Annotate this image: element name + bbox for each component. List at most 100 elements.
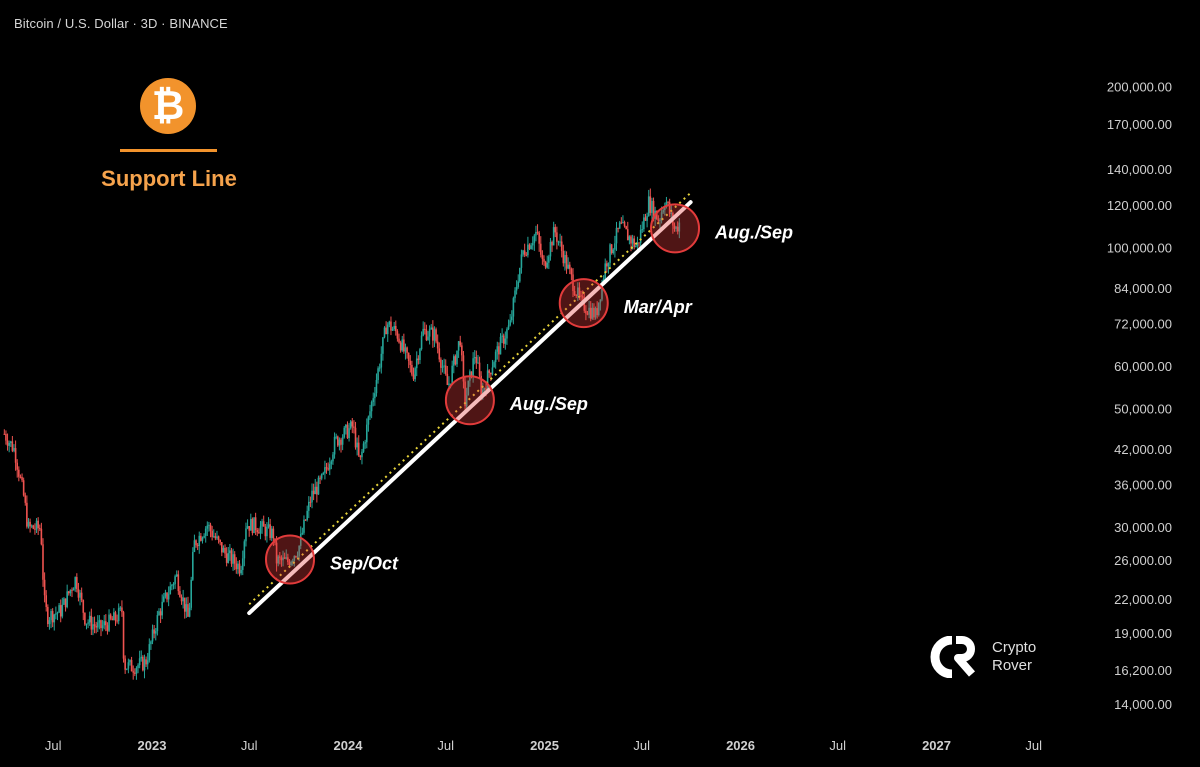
candle-body bbox=[114, 612, 117, 621]
candle-body bbox=[564, 255, 566, 264]
candle-body bbox=[29, 521, 31, 527]
candle-body bbox=[209, 524, 212, 531]
candle-body bbox=[314, 486, 317, 495]
candle-body bbox=[348, 428, 350, 439]
candle-body bbox=[364, 442, 366, 444]
candle-body bbox=[243, 541, 246, 559]
candle-body bbox=[664, 206, 666, 211]
candle-body bbox=[440, 359, 442, 368]
candle-body bbox=[375, 380, 378, 394]
candle-body bbox=[659, 220, 661, 222]
candle-body bbox=[467, 380, 470, 396]
y-axis-tick-label: 16,200.00 bbox=[1114, 663, 1172, 678]
candle-body bbox=[282, 557, 284, 561]
candle-body bbox=[130, 660, 133, 672]
candle-body bbox=[607, 262, 610, 267]
candle-body bbox=[248, 526, 250, 531]
candle-body bbox=[18, 469, 20, 477]
candle-body bbox=[56, 612, 59, 614]
candle-body bbox=[597, 302, 600, 316]
candle-body bbox=[496, 346, 499, 352]
candle-body bbox=[264, 526, 267, 537]
candle-body bbox=[124, 658, 126, 670]
candle-body bbox=[100, 620, 102, 629]
candle-body bbox=[67, 591, 70, 594]
candle-body bbox=[643, 217, 645, 230]
candle-body bbox=[32, 525, 35, 529]
candle-body bbox=[296, 556, 299, 558]
title-divider bbox=[120, 149, 217, 152]
candle-body bbox=[298, 545, 300, 557]
candle-body bbox=[338, 439, 341, 446]
x-axis-tick-label: 2023 bbox=[138, 738, 167, 753]
candle-body bbox=[625, 226, 627, 230]
candle-body bbox=[11, 441, 14, 451]
candle-body bbox=[101, 625, 104, 629]
candle-body bbox=[435, 329, 437, 342]
candle-body bbox=[203, 535, 205, 538]
candle-body bbox=[250, 518, 252, 531]
candle-body bbox=[618, 222, 621, 229]
candle-body bbox=[163, 596, 165, 602]
candle-body bbox=[432, 327, 434, 341]
candle-body bbox=[259, 526, 262, 534]
candle-body bbox=[204, 528, 207, 536]
candle-body bbox=[565, 255, 568, 269]
candle-body bbox=[628, 236, 631, 241]
candle-body bbox=[177, 574, 180, 592]
candle-body bbox=[441, 366, 444, 368]
candle-body bbox=[92, 624, 94, 630]
candle-body bbox=[201, 537, 204, 541]
candle-body bbox=[557, 241, 560, 243]
candle-body bbox=[303, 519, 305, 533]
candle-body bbox=[180, 596, 183, 602]
candle-body bbox=[676, 226, 679, 232]
candle-body bbox=[633, 238, 636, 247]
candle-body bbox=[631, 238, 634, 244]
candle-body bbox=[166, 592, 168, 600]
candle-body bbox=[527, 244, 529, 256]
candle-body bbox=[182, 597, 184, 602]
candle-body bbox=[538, 232, 540, 244]
candle-body bbox=[59, 605, 62, 617]
candle-body bbox=[340, 439, 342, 445]
dotted-support-line bbox=[248, 192, 692, 606]
candle-body bbox=[82, 600, 85, 613]
candle-body bbox=[454, 356, 457, 365]
candle-body bbox=[394, 325, 397, 332]
candle-body bbox=[27, 521, 30, 527]
candle-body bbox=[667, 201, 669, 203]
y-axis-tick-label: 36,000.00 bbox=[1114, 478, 1172, 493]
candle-body bbox=[610, 244, 613, 254]
candle-body bbox=[411, 364, 413, 375]
candle-body bbox=[372, 398, 375, 402]
candle-body bbox=[105, 621, 107, 626]
candle-body bbox=[161, 601, 164, 616]
candle-body bbox=[13, 448, 15, 451]
candle-body bbox=[266, 526, 268, 537]
candle-body bbox=[150, 641, 152, 645]
candle-body bbox=[137, 665, 139, 669]
candle-body bbox=[185, 604, 188, 612]
candle-body bbox=[409, 360, 412, 365]
candle-body bbox=[145, 659, 147, 665]
candle-body bbox=[638, 242, 640, 244]
touch-point-circle bbox=[444, 375, 495, 426]
candle-body bbox=[332, 454, 334, 462]
candle-body bbox=[172, 584, 175, 586]
candle-body bbox=[572, 274, 574, 292]
candle-body bbox=[343, 427, 346, 438]
candle-body bbox=[451, 365, 453, 384]
candle-body bbox=[615, 227, 618, 244]
candle-body bbox=[171, 585, 173, 587]
bitcoin-glyph: ₿ bbox=[151, 83, 185, 129]
candle-body bbox=[174, 576, 176, 585]
candle-body bbox=[485, 388, 487, 390]
candle-body bbox=[606, 263, 608, 267]
candle-body bbox=[517, 281, 520, 287]
candle-body bbox=[490, 372, 492, 375]
candle-body bbox=[151, 629, 154, 642]
candle-body bbox=[580, 295, 582, 297]
touch-point-circle bbox=[650, 203, 701, 254]
candle-body bbox=[456, 350, 458, 365]
